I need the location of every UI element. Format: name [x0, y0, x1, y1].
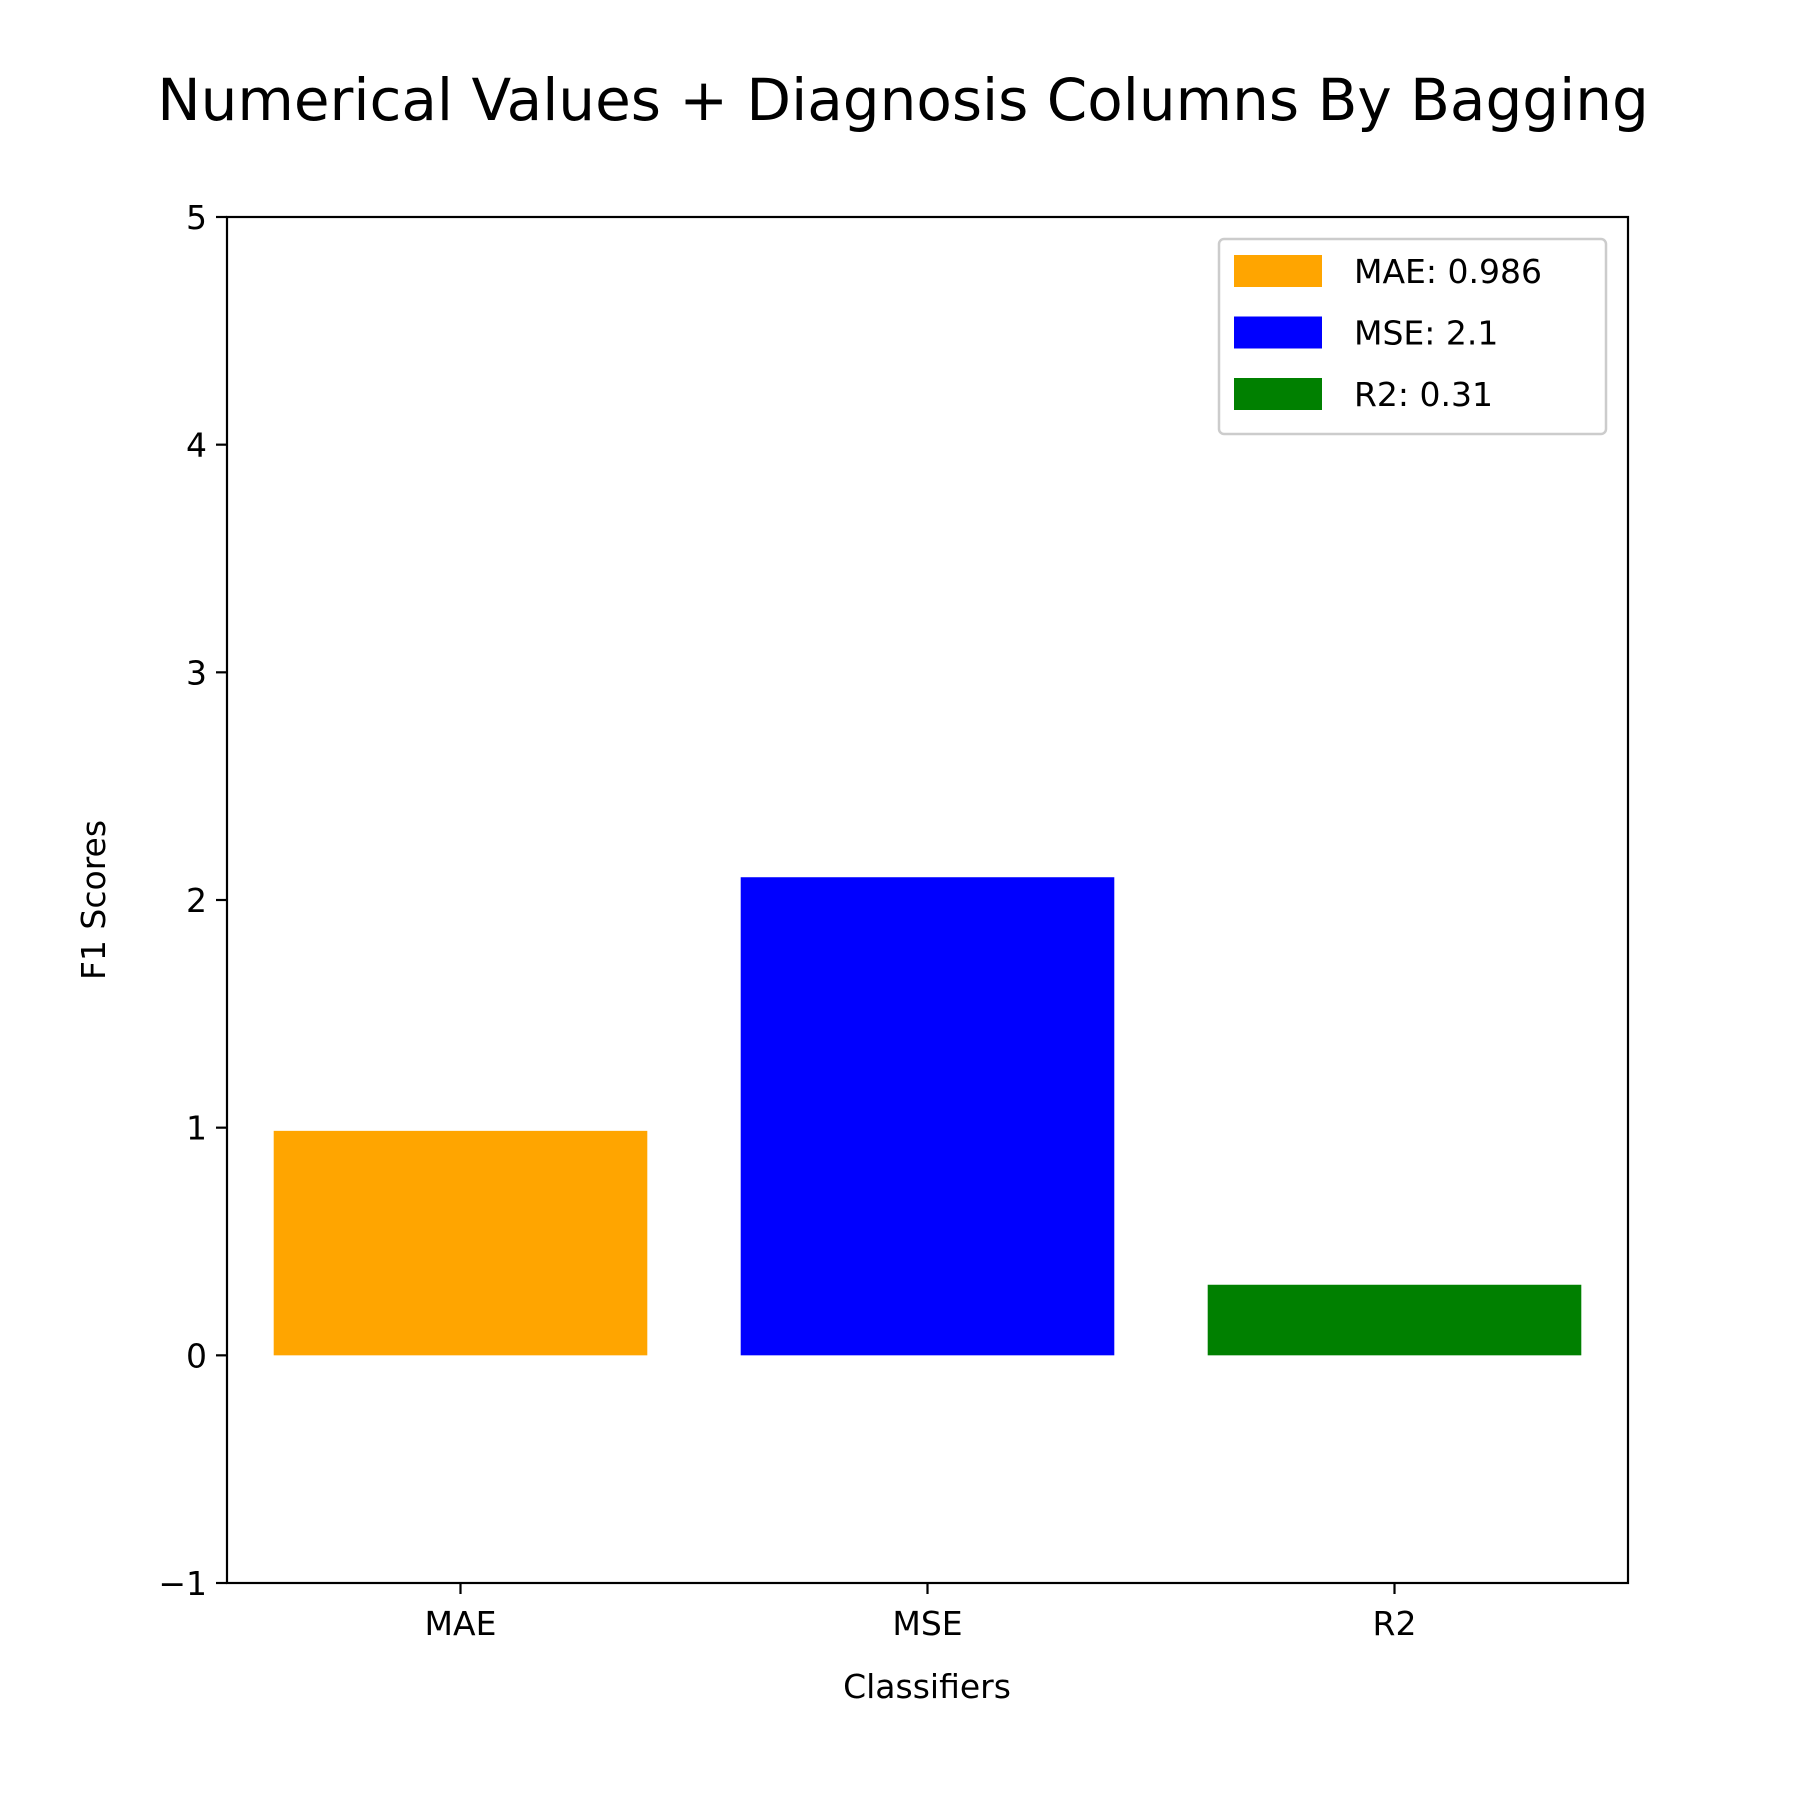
y-axis-label: F1 Scores	[74, 820, 113, 980]
y-tick-label: 2	[186, 881, 207, 920]
legend-swatch-mae	[1234, 255, 1322, 287]
legend: MAE: 0.986 MSE: 2.1 R2: 0.31	[1217, 237, 1608, 436]
bar-mse	[740, 877, 1115, 1356]
y-tick-label: 1	[186, 1109, 207, 1148]
legend-label-mse: MSE: 2.1	[1354, 314, 1498, 353]
y-tick-label: 5	[186, 198, 207, 237]
chart-title: Numerical Values + Diagnosis Columns By …	[157, 66, 1649, 134]
x-tick-label: MSE	[892, 1604, 962, 1643]
x-tick-label: MAE	[425, 1604, 497, 1643]
plot-frame	[225, 215, 1630, 1585]
legend-swatch-mse	[1234, 316, 1322, 349]
x-axis-label: Classifiers	[843, 1667, 1011, 1706]
legend-label-mae: MAE: 0.986	[1354, 252, 1542, 291]
bar-mae	[273, 1130, 648, 1356]
y-tick-label: −1	[158, 1564, 207, 1603]
y-tick-label: 4	[186, 426, 207, 465]
legend-label-r2: R2: 0.31	[1354, 375, 1493, 414]
bars-layer	[273, 877, 1582, 1356]
bar-r2	[1207, 1284, 1582, 1356]
y-tick-label: 0	[186, 1336, 207, 1375]
legend-swatch-r2	[1234, 378, 1322, 410]
x-axis-ticks: MAE MSE R2	[425, 1583, 1417, 1643]
x-tick-label: R2	[1373, 1604, 1417, 1643]
y-axis-ticks: −1 0 1 2 3 4 5	[158, 198, 227, 1603]
y-tick-label: 3	[186, 653, 207, 692]
